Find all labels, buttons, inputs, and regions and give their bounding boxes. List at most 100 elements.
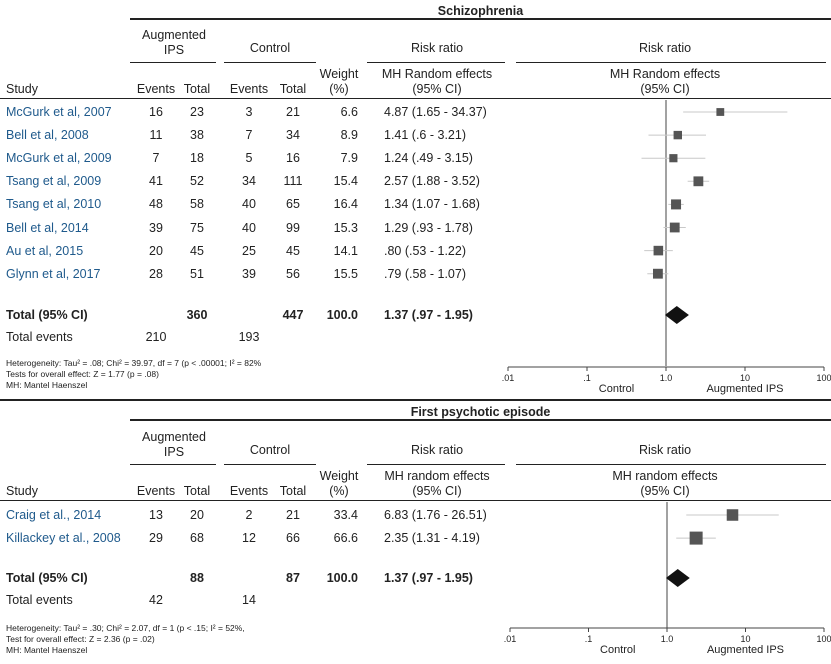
total-control: 56: [286, 266, 300, 281]
panel-title: Schizophrenia: [437, 4, 524, 18]
study-point-estimate: [669, 222, 680, 233]
total-control-sum: 447: [282, 308, 304, 322]
total-label: Total (95% CI): [6, 308, 88, 322]
footnote: Heterogeneity: Tau² = .30; Chi² = 2.07, …: [6, 623, 245, 633]
events-augmented: 39: [149, 220, 163, 235]
total-control: 66: [286, 531, 300, 546]
favours-control-label: Control: [600, 644, 636, 656]
risk-ratio-ci: 2.35 (1.31 - 4.19): [384, 531, 480, 546]
header-effects: MH Random effects (95% CI): [381, 67, 493, 96]
events-control: 40: [242, 197, 256, 212]
weight-value: 8.9: [340, 128, 358, 143]
risk-ratio-ci: 6.83 (1.76 - 26.51): [384, 508, 487, 522]
events-augmented: 48: [149, 197, 163, 212]
header-study: Study: [6, 484, 38, 498]
weight-value: 33.4: [333, 508, 358, 522]
favours-control-label: Control: [598, 383, 635, 395]
study-point-estimate: [693, 176, 704, 187]
header-weight: Weight (%): [319, 67, 359, 96]
total-control: 45: [286, 243, 300, 258]
total-augmented: 18: [190, 151, 204, 166]
events-control: 34: [242, 174, 256, 189]
x-tick-label: .01: [501, 373, 515, 383]
total-weight: 100.0: [326, 571, 358, 585]
total-label: Total (95% CI): [6, 571, 88, 585]
events-control: 40: [242, 220, 256, 235]
study-name: Craig et al., 2014: [6, 508, 102, 522]
risk-ratio-ci: 1.34 (1.07 - 1.68): [384, 197, 480, 212]
study-name: McGurk et al, 2007: [6, 105, 112, 119]
weight-value: 14.1: [333, 243, 358, 258]
total-control: 21: [286, 508, 300, 522]
events-augmented: 13: [149, 508, 163, 522]
events-control: 39: [242, 266, 256, 281]
weight-value: 16.4: [333, 197, 358, 212]
weight-value: 15.3: [333, 220, 358, 235]
header-augmented-ips: Augmented IPS: [142, 430, 206, 459]
pooled-estimate-diamond: [665, 569, 690, 587]
risk-ratio-ci: .80 (.53 - 1.22): [384, 243, 466, 258]
header-total: Total: [279, 484, 307, 498]
header-events: Events: [229, 82, 269, 96]
study-point-estimate: [726, 509, 739, 521]
total-control: 34: [286, 128, 300, 143]
header-events: Events: [136, 82, 176, 96]
header-total: Total: [279, 82, 307, 96]
study-point-estimate: [652, 268, 663, 279]
events-augmented: 16: [149, 105, 163, 119]
study-point-estimate: [716, 108, 725, 116]
column-header-rule: [0, 98, 831, 99]
risk-ratio-ci: 1.29 (.93 - 1.78): [384, 220, 473, 235]
x-tick-label: .1: [584, 634, 593, 644]
total-augmented: 75: [190, 220, 204, 235]
total-control: 16: [286, 151, 300, 166]
risk-ratio-ci: 1.41 (.6 - 3.21): [384, 128, 466, 143]
header-effects: MH random effects (95% CI): [384, 469, 490, 498]
header-risk-ratio-plot: Risk ratio: [638, 41, 692, 55]
header-study: Study: [6, 82, 38, 96]
x-tick-label: 1.0: [660, 634, 674, 644]
study-point-estimate: [671, 199, 682, 210]
risk-ratio-ci: 2.57 (1.88 - 3.52): [384, 174, 480, 189]
total-augmented: 52: [190, 174, 204, 189]
study-name: Glynn et al, 2017: [6, 266, 101, 281]
header-effects-plot: MH Random effects (95% CI): [609, 67, 721, 96]
study-point-estimate: [653, 245, 664, 256]
total-events-label: Total events: [6, 330, 73, 344]
x-tick-label: 100: [816, 373, 831, 383]
risk-ratio-underline: [367, 464, 505, 465]
total-control: 111: [283, 174, 303, 189]
control-underline: [224, 62, 316, 63]
header-effects-plot: MH random effects (95% CI): [612, 469, 718, 498]
total-risk-ratio: 1.37 (.97 - 1.95): [384, 571, 473, 585]
events-augmented: 20: [149, 243, 163, 258]
pooled-estimate-diamond: [664, 306, 689, 324]
events-control: 3: [245, 105, 253, 119]
study-point-estimate: [669, 154, 678, 163]
favours-augmented-label: Augmented IPS: [706, 383, 784, 395]
footnote: Test for overall effect: Z = 2.36 (p = .…: [6, 634, 155, 644]
total-augmented: 45: [190, 243, 204, 258]
header-risk-ratio: Risk ratio: [410, 41, 464, 55]
risk-ratio-plot-underline: [516, 62, 826, 63]
x-tick-label: .01: [503, 634, 517, 644]
header-control: Control: [249, 41, 291, 55]
events-control: 5: [245, 151, 253, 166]
total-control: 99: [286, 220, 300, 235]
weight-value: 15.4: [333, 174, 358, 189]
study-name: Tsang et al, 2010: [6, 197, 102, 212]
header-total: Total: [183, 484, 211, 498]
total-events-augmented: 210: [145, 330, 167, 344]
header-control: Control: [249, 443, 291, 457]
events-augmented: 29: [149, 531, 163, 546]
header-weight: Weight (%): [319, 469, 359, 498]
augmented-ips-underline: [130, 464, 216, 465]
risk-ratio-plot-underline: [516, 464, 826, 465]
weight-value: 6.6: [340, 105, 358, 119]
risk-ratio-ci: .79 (.58 - 1.07): [384, 266, 466, 281]
events-control: 7: [245, 128, 253, 143]
favours-augmented-label: Augmented IPS: [706, 644, 785, 656]
study-name: Tsang et al, 2009: [6, 174, 102, 189]
total-control: 21: [286, 105, 300, 119]
events-control: 12: [242, 531, 256, 546]
